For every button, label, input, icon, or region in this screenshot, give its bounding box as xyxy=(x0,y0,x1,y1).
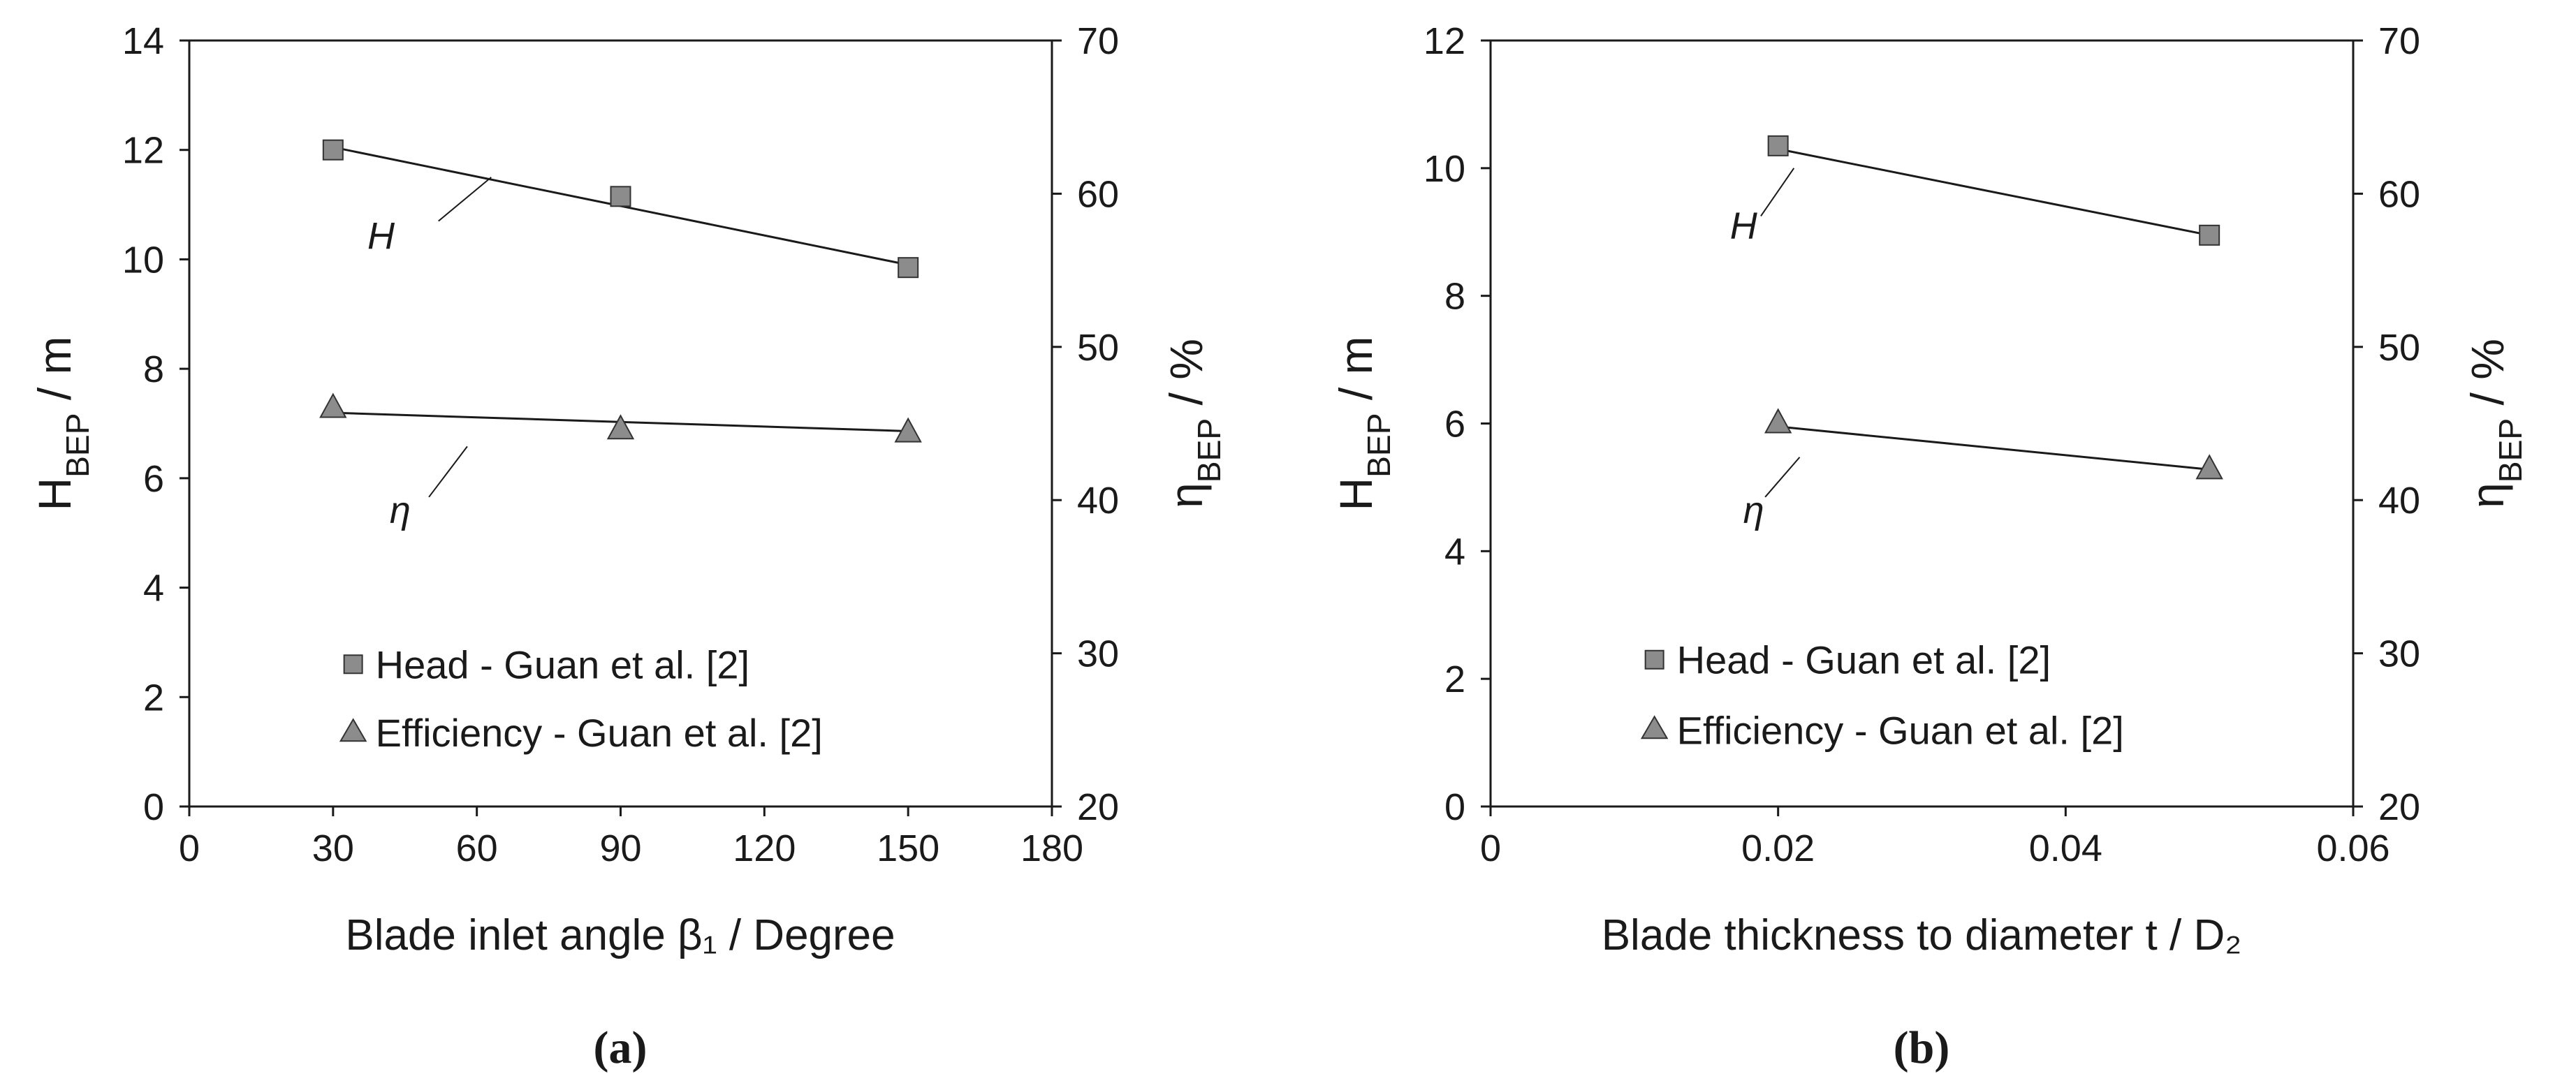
y-right-tick-label: 20 xyxy=(1077,786,1119,828)
x-tick-label: 120 xyxy=(733,827,796,869)
x-tick-label: 150 xyxy=(877,827,939,869)
y-right-tick-label: 50 xyxy=(2378,327,2420,369)
y-right-tick-label: 60 xyxy=(2378,173,2420,215)
y-left-tick-label: 2 xyxy=(1444,658,1465,700)
annotation-leader xyxy=(438,177,492,222)
y-right-tick-label: 50 xyxy=(1077,327,1119,369)
y-right-tick-label: 30 xyxy=(1077,633,1119,675)
legend-efficiency-marker xyxy=(1640,715,1669,739)
annotation-label: H xyxy=(367,215,395,257)
x-tick-label: 0.04 xyxy=(2029,827,2102,869)
annotation-label: η xyxy=(390,489,411,531)
legend-head-marker xyxy=(343,654,363,675)
panel-label: (a) xyxy=(594,1022,647,1073)
head-point xyxy=(898,257,919,279)
annotation-leader xyxy=(1760,168,1795,216)
x-axis-title: Blade thickness to diameter t / D₂ xyxy=(1602,911,2242,959)
y-left-tick-label: 4 xyxy=(1444,531,1465,573)
x-tick-label: 0.02 xyxy=(1741,827,1815,869)
y-left-tick-label: 10 xyxy=(1424,148,1465,190)
x-axis-title: Blade inlet angle β₁ / Degree xyxy=(345,911,895,959)
y-left-tick-label: 8 xyxy=(1444,276,1465,318)
annotation-leader xyxy=(428,445,468,498)
annotation-label: η xyxy=(1743,489,1764,531)
x-tick-label: 60 xyxy=(456,827,498,869)
y-right-tick-label: 70 xyxy=(1077,20,1119,62)
y-left-tick-label: 14 xyxy=(122,20,164,62)
x-tick-label: 0.06 xyxy=(2316,827,2390,869)
efficiency-point xyxy=(1764,408,1792,434)
chart-panel-a: 0 30 60 90 120 150 180 0 2 4 6 8 10 12 14 20 30 40 50 60 70 B… xyxy=(29,20,1227,1073)
head-point xyxy=(1767,135,1789,156)
y-left-tick-label: 6 xyxy=(1444,404,1465,445)
legend-label: Efficiency - Guan et al. [2] xyxy=(1677,708,2124,752)
y-left-tick-label: 4 xyxy=(143,568,164,610)
y-left-tick-label: 12 xyxy=(122,130,164,172)
y-left-tick-label: 10 xyxy=(122,239,164,281)
annotation-leader xyxy=(1764,457,1801,498)
efficiency-point xyxy=(606,414,635,440)
y-right-tick-label: 70 xyxy=(2378,20,2420,62)
legend-label: Efficiency - Guan et al. [2] xyxy=(376,711,823,755)
x-tick-label: 0 xyxy=(179,827,200,869)
legend-efficiency-marker xyxy=(339,718,367,742)
head-point xyxy=(322,139,344,161)
x-tick-label: 30 xyxy=(312,827,354,869)
y-left-tick-label: 2 xyxy=(143,677,164,719)
y-right-axis-title: ηBEP / % xyxy=(2461,339,2529,508)
y-right-tick-label: 20 xyxy=(2378,786,2420,828)
y-left-tick-label: 12 xyxy=(1424,20,1465,62)
y-right-tick-label: 40 xyxy=(1077,480,1119,522)
y-right-tick-label: 30 xyxy=(2378,633,2420,675)
efficiency-point xyxy=(2195,454,2223,480)
y-right-tick-label: 60 xyxy=(1077,173,1119,215)
x-tick-label: 180 xyxy=(1020,827,1083,869)
panel-label: (b) xyxy=(1894,1022,1950,1073)
legend-head-marker xyxy=(1644,649,1664,670)
trend-line-efficiency xyxy=(1778,425,2210,471)
head-point xyxy=(2199,224,2220,246)
head-point xyxy=(610,186,631,207)
y-right-tick-label: 40 xyxy=(2378,480,2420,522)
x-tick-label: 0 xyxy=(1480,827,1501,869)
y-left-tick-label: 8 xyxy=(143,348,164,390)
y-left-tick-label: 0 xyxy=(143,786,164,828)
x-tick-label: 90 xyxy=(599,827,641,869)
y-right-axis-title: ηBEP / % xyxy=(1160,339,1227,508)
trend-line-head xyxy=(1778,147,2210,237)
y-left-tick-label: 6 xyxy=(143,458,164,500)
y-left-axis-title: HBEP / m xyxy=(29,336,96,510)
legend-label: Head - Guan et al. [2] xyxy=(1677,638,2051,682)
efficiency-point xyxy=(319,392,347,418)
chart-panel-b: 0 0.02 0.04 0.06 0 2 4 6 8 10 12 20 30 40 50 60 70 Blade … xyxy=(1330,20,2529,1073)
y-left-tick-label: 0 xyxy=(1444,786,1465,828)
y-left-axis-title: HBEP / m xyxy=(1330,336,1397,510)
legend-label: Head - Guan et al. [2] xyxy=(376,642,749,686)
annotation-label: H xyxy=(1730,205,1758,246)
efficiency-point xyxy=(894,417,922,443)
plot-frame xyxy=(1489,39,2355,808)
